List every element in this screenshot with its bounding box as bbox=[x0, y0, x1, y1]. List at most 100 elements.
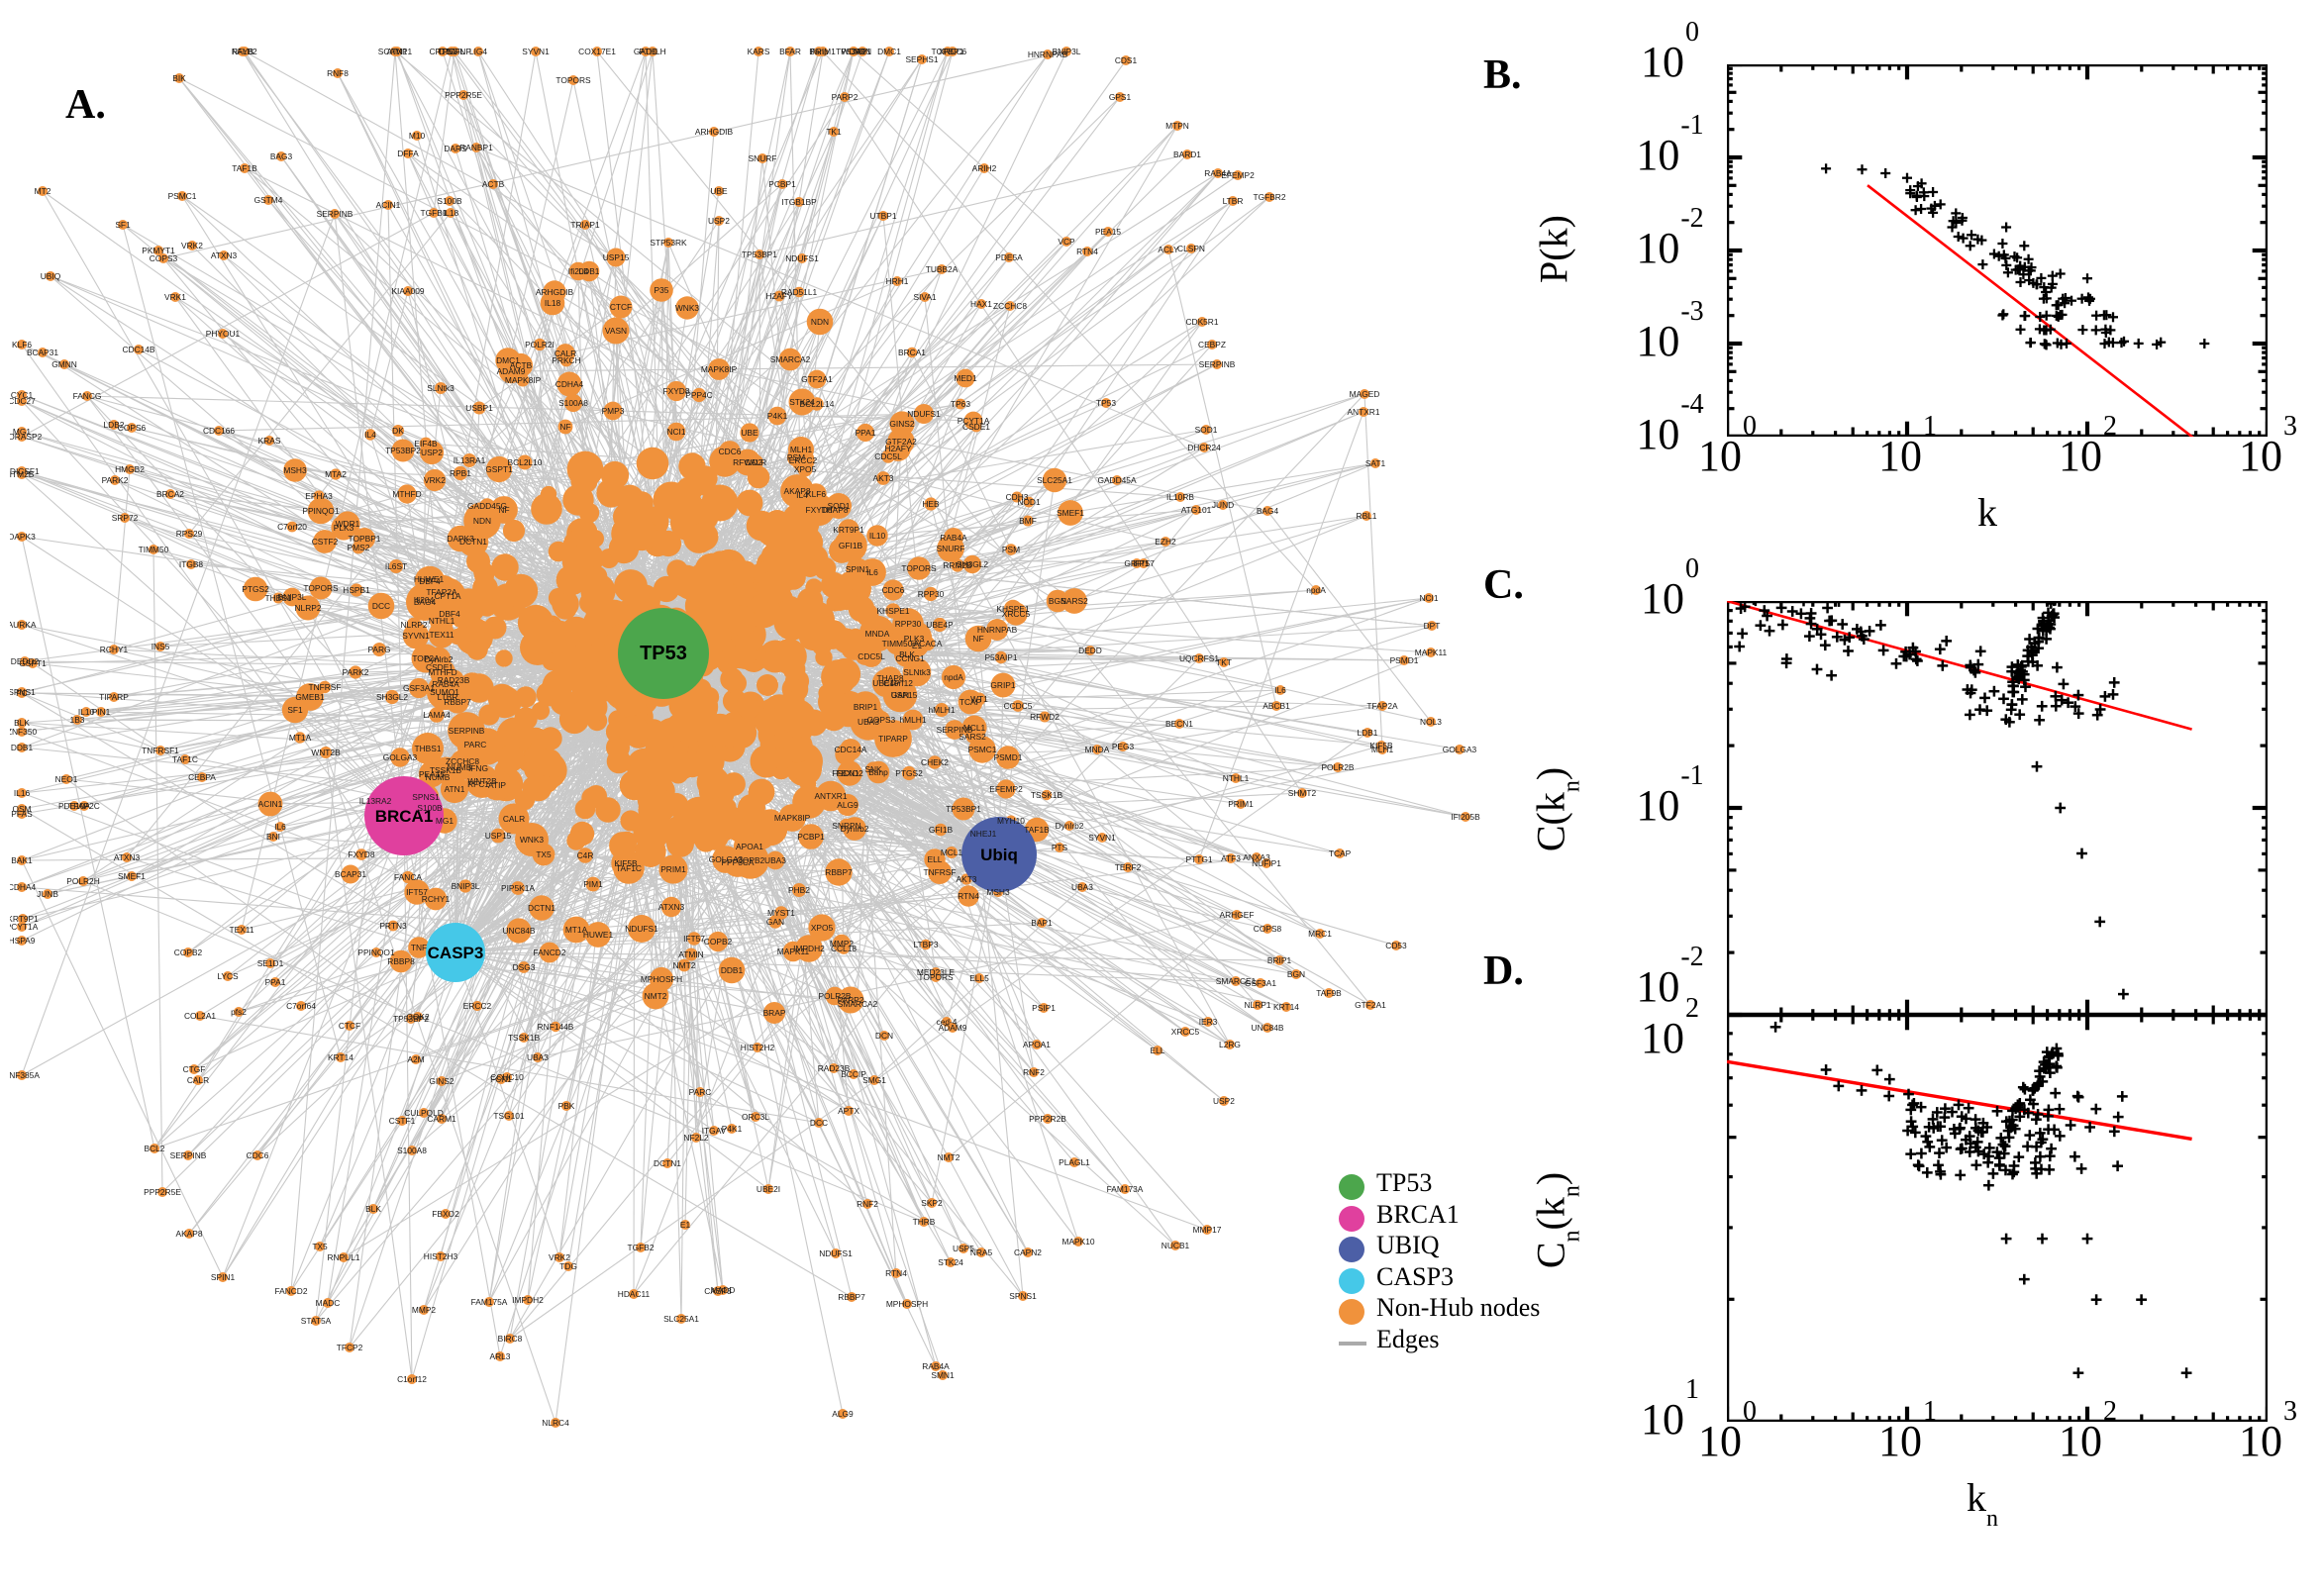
svg-text:POLR2B: POLR2B bbox=[1321, 762, 1354, 772]
svg-text:SPNS1: SPNS1 bbox=[412, 792, 440, 802]
svg-text:MADD: MADD bbox=[711, 1285, 736, 1295]
svg-text:IL6ST: IL6ST bbox=[385, 561, 407, 571]
svg-text:ACIN1: ACIN1 bbox=[376, 200, 401, 210]
svg-text:TP53BP1: TP53BP1 bbox=[946, 804, 981, 814]
svg-text:NCI1: NCI1 bbox=[666, 427, 685, 437]
svg-text:TIMM50: TIMM50 bbox=[139, 545, 169, 554]
svg-text:KRT9P1: KRT9P1 bbox=[10, 914, 39, 924]
svg-text:KRT14: KRT14 bbox=[1273, 1002, 1299, 1012]
svg-text:GTF2A1: GTF2A1 bbox=[801, 374, 833, 384]
svg-text:ALG9: ALG9 bbox=[837, 800, 858, 810]
svg-text:MTA2: MTA2 bbox=[325, 469, 347, 479]
svg-text:NMT2: NMT2 bbox=[938, 1152, 960, 1162]
svg-text:STK24: STK24 bbox=[938, 1257, 963, 1267]
svg-text:GFI1B: GFI1B bbox=[929, 825, 954, 835]
svg-text:BRCA1: BRCA1 bbox=[375, 807, 434, 826]
svg-text:NCI1: NCI1 bbox=[1419, 593, 1438, 603]
svg-text:ERCC2: ERCC2 bbox=[789, 455, 818, 465]
svg-text:CALR: CALR bbox=[503, 814, 525, 824]
svg-text:CHEK2: CHEK2 bbox=[921, 757, 949, 767]
svg-text:NDN: NDN bbox=[473, 516, 491, 526]
svg-text:CDC5L: CDC5L bbox=[858, 651, 885, 661]
svg-text:PEA15: PEA15 bbox=[419, 769, 445, 779]
svg-text:TGFB2: TGFB2 bbox=[628, 1243, 655, 1252]
svg-text:NHEJ1: NHEJ1 bbox=[970, 829, 997, 839]
svg-text:hMLH1: hMLH1 bbox=[900, 715, 927, 725]
svg-text:TGFB1: TGFB1 bbox=[421, 208, 448, 218]
svg-text:TFAP2C: TFAP2C bbox=[68, 801, 100, 811]
svg-text:USP2: USP2 bbox=[421, 448, 443, 457]
svg-text:BLK: BLK bbox=[899, 649, 915, 659]
svg-text:LYCS: LYCS bbox=[217, 971, 239, 981]
svg-text:RNF144B: RNF144B bbox=[538, 1022, 574, 1032]
svg-text:MED23LE: MED23LE bbox=[917, 967, 956, 977]
svg-text:ACIN1: ACIN1 bbox=[258, 799, 283, 809]
svg-text:RBBP7: RBBP7 bbox=[838, 1292, 865, 1302]
svg-text:NTHL1: NTHL1 bbox=[1223, 773, 1250, 783]
svg-text:ARIH2: ARIH2 bbox=[972, 163, 997, 173]
svg-text:IL13RA2: IL13RA2 bbox=[359, 796, 392, 806]
svg-text:SERPINB: SERPINB bbox=[317, 209, 354, 219]
svg-text:CSTF1: CSTF1 bbox=[389, 1116, 416, 1126]
svg-text:1B3: 1B3 bbox=[70, 715, 85, 725]
svg-text:FANCA: FANCA bbox=[394, 872, 422, 882]
svg-text:SERPINB: SERPINB bbox=[449, 726, 485, 736]
svg-text:CPT1A: CPT1A bbox=[435, 591, 461, 601]
svg-text:NOL3: NOL3 bbox=[1420, 717, 1442, 727]
svg-text:ACTB: ACTB bbox=[482, 179, 505, 189]
svg-text:MT1A: MT1A bbox=[289, 733, 312, 743]
svg-text:TCAP: TCAP bbox=[960, 697, 982, 707]
svg-text:PIN1: PIN1 bbox=[92, 707, 111, 717]
svg-text:MMP17: MMP17 bbox=[1193, 1225, 1222, 1235]
svg-text:SMEF1: SMEF1 bbox=[118, 871, 146, 881]
svg-text:PSMC1: PSMC1 bbox=[168, 191, 197, 201]
svg-text:HMGB2: HMGB2 bbox=[115, 464, 145, 474]
svg-text:CCDC5: CCDC5 bbox=[1004, 701, 1033, 711]
svg-text:LDB1: LDB1 bbox=[1358, 728, 1378, 738]
svg-text:RNF8: RNF8 bbox=[327, 68, 349, 78]
svg-text:TOPORS: TOPORS bbox=[303, 583, 339, 593]
svg-text:NMT2: NMT2 bbox=[645, 991, 667, 1001]
svg-text:DSG3: DSG3 bbox=[513, 962, 536, 972]
svg-text:KLF6: KLF6 bbox=[12, 340, 32, 349]
svg-text:CDHA4: CDHA4 bbox=[10, 882, 37, 892]
svg-text:ANXA3: ANXA3 bbox=[1243, 852, 1270, 862]
svg-text:ACLY: ACLY bbox=[1158, 245, 1179, 254]
svg-text:UBE: UBE bbox=[710, 186, 728, 196]
svg-text:ATMIN: ATMIN bbox=[678, 949, 703, 959]
svg-text:BNIP3L: BNIP3L bbox=[278, 592, 307, 602]
svg-text:TFCP2: TFCP2 bbox=[337, 1343, 363, 1352]
svg-text:IL10RB: IL10RB bbox=[1166, 492, 1194, 502]
svg-text:AKAP8: AKAP8 bbox=[175, 1229, 202, 1239]
svg-text:FAM173A: FAM173A bbox=[1107, 1184, 1144, 1194]
svg-text:MAGED: MAGED bbox=[1350, 389, 1380, 399]
svg-text:MCL1: MCL1 bbox=[941, 848, 963, 857]
svg-text:FAM175A: FAM175A bbox=[471, 1297, 508, 1307]
svg-text:THRB: THRB bbox=[913, 1217, 936, 1227]
svg-text:TDG: TDG bbox=[559, 1261, 577, 1271]
svg-text:KIAA009: KIAA009 bbox=[391, 286, 424, 296]
svg-text:pfs2: pfs2 bbox=[231, 1007, 247, 1017]
svg-text:PPP2R5E: PPP2R5E bbox=[445, 90, 482, 100]
svg-text:MYH10: MYH10 bbox=[997, 816, 1025, 826]
svg-text:ABCB1: ABCB1 bbox=[1262, 701, 1290, 711]
svg-text:GINS2: GINS2 bbox=[889, 419, 914, 429]
svg-text:COPB2: COPB2 bbox=[704, 937, 733, 947]
svg-text:NEO1: NEO1 bbox=[55, 774, 78, 784]
svg-text:ATXN3: ATXN3 bbox=[114, 852, 141, 862]
svg-text:PLK3: PLK3 bbox=[334, 523, 354, 533]
svg-text:SNURF: SNURF bbox=[937, 544, 965, 553]
svg-text:GOLGA3: GOLGA3 bbox=[709, 854, 744, 864]
svg-text:TCAP: TCAP bbox=[1329, 848, 1352, 858]
svg-text:TX5: TX5 bbox=[536, 849, 552, 859]
svg-text:BCL2L10: BCL2L10 bbox=[508, 457, 543, 467]
svg-text:HIST2H3: HIST2H3 bbox=[424, 1251, 458, 1261]
svg-text:DFFA: DFFA bbox=[397, 149, 419, 158]
svg-text:TEX11: TEX11 bbox=[230, 925, 254, 935]
svg-text:XRCC5: XRCC5 bbox=[1171, 1027, 1200, 1037]
svg-text:POLR2H: POLR2H bbox=[66, 876, 100, 886]
svg-text:GMNN: GMNN bbox=[51, 359, 77, 369]
svg-text:RBL1: RBL1 bbox=[1357, 511, 1377, 521]
svg-text:IL18: IL18 bbox=[545, 298, 561, 308]
svg-text:GOLGA3: GOLGA3 bbox=[1443, 745, 1477, 754]
